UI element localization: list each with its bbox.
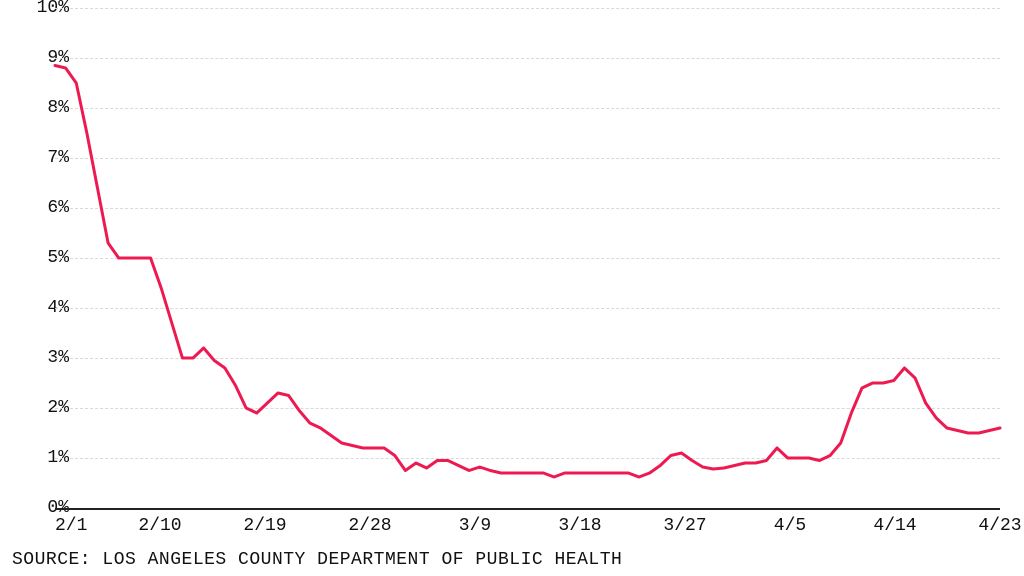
x-tick-label: 3/27 [663, 516, 706, 536]
x-tick-label: 2/10 [138, 516, 181, 536]
plot-area [55, 8, 1000, 508]
x-tick-label: 4/14 [873, 516, 916, 536]
x-axis-baseline [55, 508, 1000, 510]
x-tick-label: 2/19 [243, 516, 286, 536]
chart-container: 10% 9% 8% 7% 6% 5% 4% 3% 2% 1% 0% 2/1 2/… [0, 0, 1024, 576]
x-tick-label: 4/23 [978, 516, 1021, 536]
source-attribution: SOURCE: LOS ANGELES COUNTY DEPARTMENT OF… [12, 550, 622, 570]
x-tick-label: 3/9 [459, 516, 491, 536]
x-tick-label: 2/1 [55, 516, 87, 536]
x-tick-label: 3/18 [558, 516, 601, 536]
line-series [55, 8, 1000, 508]
x-tick-label: 2/28 [348, 516, 391, 536]
x-tick-label: 4/5 [774, 516, 806, 536]
